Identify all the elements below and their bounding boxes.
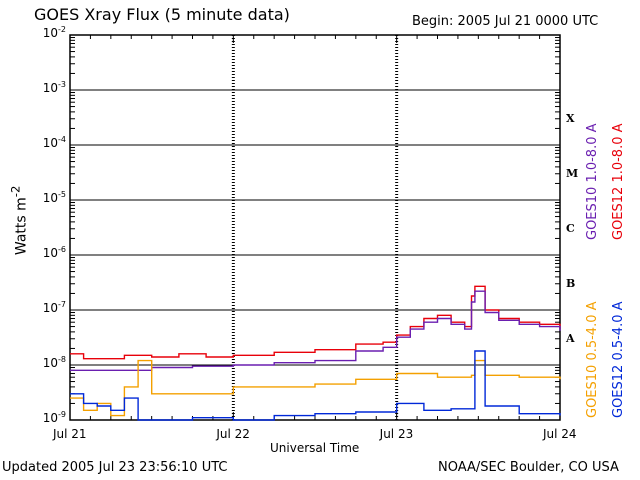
flare-class-M: M: [566, 166, 579, 180]
x-tick-label: Jul 23: [379, 427, 414, 441]
series-line-0: [70, 285, 561, 360]
series-line-3: [70, 350, 561, 421]
y-tick-exponent: -2: [58, 25, 66, 34]
plot-frame: [69, 34, 561, 421]
y-tick-exponent: -4: [58, 135, 66, 144]
x-axis-label: Universal Time: [270, 441, 360, 455]
begin-time: Begin: 2005 Jul 21 0000 UTC: [412, 14, 599, 29]
y-tick-exponent: -5: [58, 190, 66, 199]
y-tick-exponent: -8: [58, 355, 66, 364]
y-tick-label: 10-9: [6, 410, 66, 425]
x-tick-label: Jul 22: [216, 427, 250, 441]
series-line-1: [70, 290, 561, 371]
y-tick-base: 10: [42, 411, 59, 425]
y-tick-base: 10: [42, 301, 59, 315]
y-tick-base: 10: [42, 26, 59, 40]
series-line-2: [70, 359, 561, 417]
y-tick-base: 10: [42, 136, 59, 150]
y-tick-label: 10-8: [6, 355, 66, 370]
y-tick-label: 10-6: [6, 245, 66, 260]
y-tick-base: 10: [42, 81, 59, 95]
x-tick-label: Jul 21: [53, 427, 87, 441]
y-tick-exponent: -6: [58, 245, 66, 254]
flare-class-A: A: [566, 331, 575, 345]
flare-class-C: C: [566, 221, 575, 235]
credit-text: NOAA/SEC Boulder, CO USA: [438, 460, 619, 475]
chart-title: GOES Xray Flux (5 minute data): [34, 5, 290, 24]
y-tick-label: 10-7: [6, 300, 66, 315]
y-tick-exponent: -3: [58, 80, 66, 89]
y-tick-label: 10-3: [6, 80, 66, 95]
flare-class-B: B: [566, 276, 576, 290]
y-tick-label: 10-2: [6, 25, 66, 40]
x-tick-label: Jul 24: [543, 427, 577, 441]
updated-timestamp: Updated 2005 Jul 23 23:56:10 UTC: [2, 460, 228, 475]
y-tick-base: 10: [42, 191, 59, 205]
y-tick-exponent: -7: [58, 300, 66, 309]
y-tick-base: 10: [42, 356, 59, 370]
flare-class-X: X: [566, 111, 575, 125]
y-tick-label: 10-4: [6, 135, 66, 150]
y-tick-label: 10-5: [6, 190, 66, 205]
y-tick-base: 10: [42, 246, 59, 260]
y-tick-exponent: -9: [58, 410, 66, 419]
